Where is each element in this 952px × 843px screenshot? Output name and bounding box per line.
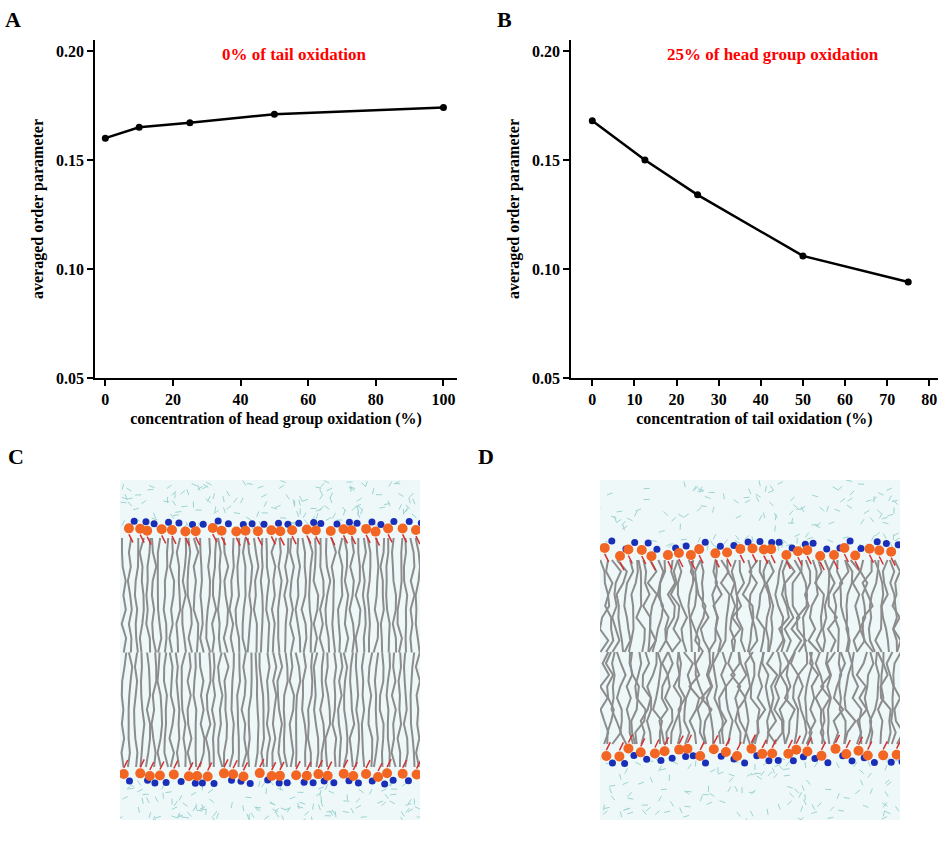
svg-text:0.20: 0.20: [532, 43, 560, 60]
svg-text:0: 0: [101, 391, 109, 408]
svg-text:70: 70: [879, 391, 895, 408]
svg-text:40: 40: [753, 391, 769, 408]
svg-text:0.15: 0.15: [532, 152, 560, 169]
svg-text:30: 30: [711, 391, 727, 408]
svg-text:60: 60: [300, 391, 316, 408]
svg-text:0.10: 0.10: [56, 261, 84, 278]
svg-text:A: A: [5, 7, 21, 32]
svg-text:20: 20: [165, 391, 181, 408]
svg-text:20: 20: [669, 391, 685, 408]
svg-text:50: 50: [795, 391, 811, 408]
svg-text:0% of tail oxidation: 0% of tail oxidation: [222, 45, 367, 64]
svg-text:100: 100: [431, 391, 455, 408]
svg-text:averaged order parameter: averaged order parameter: [29, 119, 47, 299]
svg-text:0.05: 0.05: [532, 370, 560, 387]
svg-text:B: B: [497, 7, 512, 32]
html-text:C: C: [8, 444, 24, 469]
svg-text:averaged order parameter: averaged order parameter: [505, 119, 523, 299]
svg-text:80: 80: [921, 391, 937, 408]
svg-text:0.05: 0.05: [56, 370, 84, 387]
svg-text:10: 10: [626, 391, 642, 408]
svg-text:concentration of tail oxidatio: concentration of tail oxidation (%): [636, 410, 872, 428]
svg-text:60: 60: [837, 391, 853, 408]
html-text:D: D: [478, 444, 494, 469]
svg-text:0: 0: [588, 391, 596, 408]
svg-text:0.15: 0.15: [56, 152, 84, 169]
svg-text:concentration of head group ox: concentration of head group oxidation (%…: [130, 410, 422, 428]
svg-text:0.20: 0.20: [56, 43, 84, 60]
svg-text:80: 80: [368, 391, 384, 408]
svg-text:0.10: 0.10: [532, 261, 560, 278]
svg-text:25% of head group oxidation: 25% of head group oxidation: [667, 45, 879, 64]
svg-text:40: 40: [233, 391, 249, 408]
